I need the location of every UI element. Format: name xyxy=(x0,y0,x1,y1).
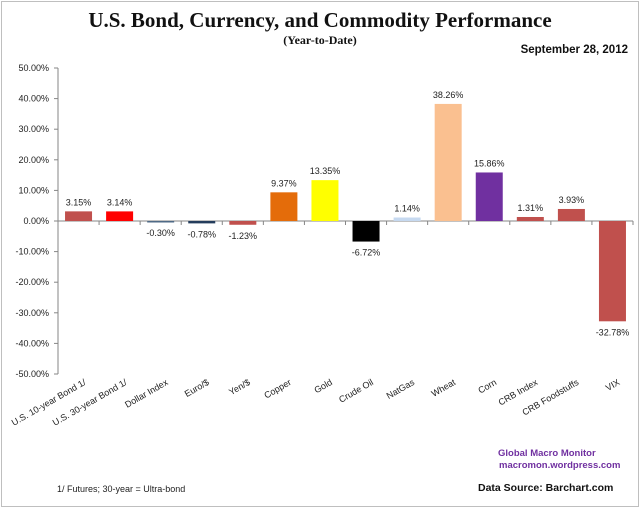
chart-title: U.S. Bond, Currency, and Commodity Perfo… xyxy=(88,8,552,32)
y-tick-label: -50.00% xyxy=(15,369,49,379)
y-tick-label: -20.00% xyxy=(15,277,49,287)
category-label: VIX xyxy=(604,377,622,393)
bar xyxy=(516,216,544,221)
bar xyxy=(352,221,380,242)
y-tick-label: 40.00% xyxy=(18,94,49,104)
credit-url: macromon.wordpress.com xyxy=(499,460,621,471)
data-label: 9.37% xyxy=(271,178,297,188)
y-tick-label: 30.00% xyxy=(18,124,49,134)
category-label: Crude Oil xyxy=(337,377,375,405)
bar xyxy=(598,221,626,322)
category-label: Wheat xyxy=(430,377,458,399)
category-label: U.S. 30-year Bond 1/ xyxy=(51,377,129,428)
bar xyxy=(65,211,93,221)
data-label: 3.15% xyxy=(66,197,92,207)
category-label: Dollar Index xyxy=(123,377,170,410)
y-tick-label: -10.00% xyxy=(15,247,49,257)
bar xyxy=(393,217,421,221)
data-label: 3.93% xyxy=(559,195,585,205)
bar xyxy=(188,221,216,224)
category-label: Gold xyxy=(312,377,333,395)
y-tick-label: 0.00% xyxy=(23,216,49,226)
data-label: 3.14% xyxy=(107,197,133,207)
data-label: -1.23% xyxy=(229,231,258,241)
chart-date: September 28, 2012 xyxy=(520,44,628,56)
credit-name: Global Macro Monitor xyxy=(498,448,596,459)
data-label: 13.35% xyxy=(310,166,341,176)
data-label: -6.72% xyxy=(352,248,381,258)
bar xyxy=(557,208,585,221)
category-label: Euro/$ xyxy=(183,377,211,399)
category-label: Yen/$ xyxy=(227,377,252,397)
category-label: U.S. 10-year Bond 1/ xyxy=(10,377,88,428)
data-label: 15.86% xyxy=(474,158,505,168)
bar xyxy=(229,221,257,225)
bar xyxy=(147,221,175,223)
data-label: -32.78% xyxy=(596,327,630,337)
chart-subtitle: (Year-to-Date) xyxy=(283,33,357,47)
data-label: 1.31% xyxy=(518,203,544,213)
bar xyxy=(106,211,134,221)
footnote: 1/ Futures; 30-year = Ultra-bond xyxy=(57,484,186,494)
category-label: Corn xyxy=(476,377,498,395)
bar xyxy=(270,192,298,221)
category-label: NatGas xyxy=(385,377,417,401)
labels: 3.15% U.S. 10-year Bond 1/3.14% U.S. 30-ye… xyxy=(10,90,629,428)
y-tick-label: 50.00% xyxy=(18,63,49,73)
data-label: 1.14% xyxy=(394,204,420,214)
y-tick-label: -30.00% xyxy=(15,308,49,318)
y-tick-label: -40.00% xyxy=(15,338,49,348)
y-tick-label: 10.00% xyxy=(18,185,49,195)
y-tick-label: 20.00% xyxy=(18,155,49,165)
bar xyxy=(311,180,339,221)
data-source: Data Source: Barchart.com xyxy=(478,482,614,494)
bar xyxy=(434,103,462,221)
category-label: Copper xyxy=(262,377,293,400)
bar xyxy=(475,172,503,221)
bars xyxy=(65,103,626,322)
data-label: 38.26% xyxy=(433,90,464,100)
data-label: -0.30% xyxy=(146,228,175,238)
data-label: -0.78% xyxy=(187,229,216,239)
